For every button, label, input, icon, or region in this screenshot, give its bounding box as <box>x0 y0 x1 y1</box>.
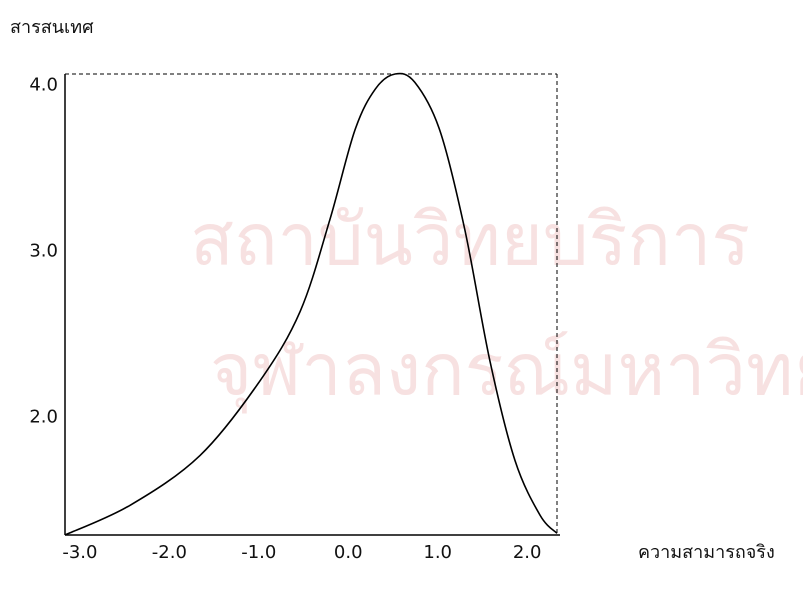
x-tick-label: -3.0 <box>62 542 97 563</box>
x-tick-label: 1.0 <box>423 542 452 563</box>
x-tick-label: -2.0 <box>152 542 187 563</box>
watermark: สถาบันวิทยบริการ <box>190 198 750 282</box>
y-tick-label: 2.0 <box>29 406 58 427</box>
curve <box>64 72 558 536</box>
x-tick-label: -1.0 <box>241 542 276 563</box>
x-tick-label: 0.0 <box>334 542 363 563</box>
x-tick-label: 2.0 <box>513 542 542 563</box>
y-axis-label: สารสนเทศ <box>10 17 94 38</box>
x-axis-label: ความสามารถจริง <box>638 542 775 563</box>
y-tick-label: 3.0 <box>29 240 58 261</box>
watermark: จุฬาลงกรณ์มหาวิทยาลัย <box>210 328 803 414</box>
y-tick-label: 4.0 <box>29 75 58 96</box>
